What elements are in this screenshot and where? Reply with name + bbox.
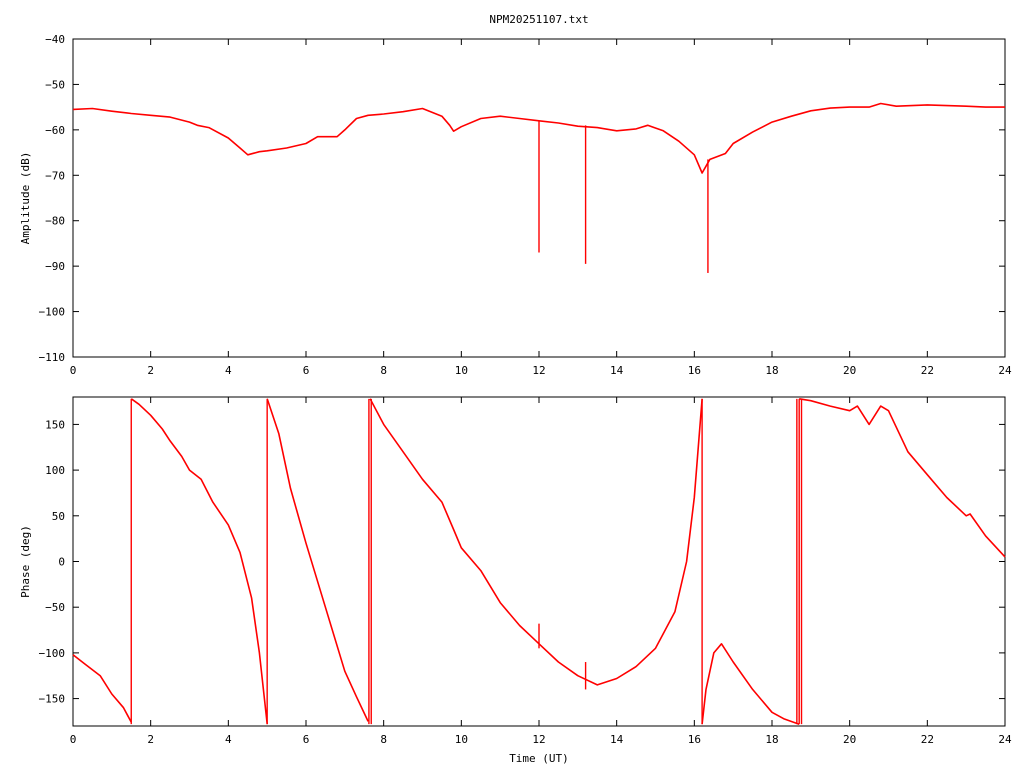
x-tick-label: 8	[380, 733, 387, 746]
x-tick-label: 18	[765, 733, 778, 746]
x-tick-label: 4	[225, 364, 232, 377]
x-tick-label: 20	[843, 733, 856, 746]
y-tick-label: −60	[45, 124, 65, 137]
y-tick-label: 50	[52, 510, 65, 523]
amplitude-panel: 0 2 4 6 8 10 12 14 16 18 20 22 24−40−50−60−70−80−90−…	[19, 33, 1012, 377]
x-tick-label: 2	[147, 364, 154, 377]
series-line	[266, 398, 369, 722]
x-tick-label: 14	[610, 364, 624, 377]
y-axis-label: Phase (deg)	[19, 525, 32, 598]
x-tick-label: 2	[147, 733, 154, 746]
y-tick-label: 0	[58, 556, 65, 569]
x-tick-label: 24	[998, 733, 1012, 746]
phase-panel: 0 2 4 6 8 10 12 14 16 18 20 22 24150100500−50−100−15…	[19, 396, 1012, 746]
series-line	[72, 102, 1005, 174]
y-tick-label: −50	[45, 601, 65, 614]
x-tick-label: 16	[688, 733, 701, 746]
y-tick-label: −90	[45, 260, 65, 273]
y-tick-label: −150	[39, 693, 66, 706]
series-line	[701, 642, 800, 725]
y-tick-label: −70	[45, 169, 65, 182]
y-tick-label: −100	[39, 647, 66, 660]
x-axis-label: Time (UT)	[509, 752, 569, 765]
x-tick-label: 4	[225, 733, 232, 746]
y-tick-label: −50	[45, 78, 65, 91]
y-tick-label: −80	[45, 215, 65, 228]
x-tick-label: 20	[843, 364, 856, 377]
series-line	[130, 398, 268, 725]
y-tick-label: −110	[39, 351, 66, 364]
x-tick-label: 16	[688, 364, 701, 377]
x-tick-label: 12	[532, 364, 545, 377]
x-tick-label: 10	[455, 733, 468, 746]
y-tick-label: 100	[45, 464, 65, 477]
series-line	[369, 398, 703, 686]
x-tick-label: 18	[765, 364, 778, 377]
x-tick-label: 14	[610, 733, 624, 746]
x-tick-label: 12	[532, 733, 545, 746]
series-line	[799, 398, 1006, 558]
plot-frame	[72, 396, 1006, 727]
x-tick-label: 6	[303, 733, 310, 746]
chart-title: NPM20251107.txt	[489, 13, 588, 26]
y-tick-label: 150	[45, 418, 65, 431]
x-tick-label: 0	[70, 733, 77, 746]
y-axis-label: Amplitude (dB)	[19, 152, 32, 245]
x-tick-label: 6	[303, 364, 310, 377]
x-tick-label: 22	[921, 364, 934, 377]
x-tick-label: 24	[998, 364, 1012, 377]
series-line	[72, 654, 133, 723]
y-tick-label: −100	[39, 306, 66, 319]
y-tick-label: −40	[45, 33, 65, 46]
x-tick-label: 22	[921, 733, 934, 746]
x-tick-label: 8	[380, 364, 387, 377]
x-tick-label: 10	[455, 364, 468, 377]
x-tick-label: 0	[70, 364, 77, 377]
